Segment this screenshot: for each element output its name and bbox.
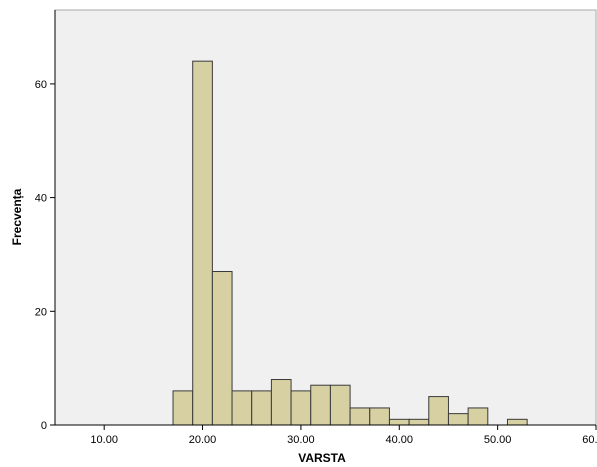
histogram-bar xyxy=(192,60,213,426)
histogram-bar xyxy=(467,407,489,426)
histogram-bar xyxy=(349,407,371,426)
histogram-bar xyxy=(172,390,194,426)
x-axis-title: VARSTA xyxy=(298,451,346,465)
histogram-bar xyxy=(290,390,312,426)
x-tick-label: 50.00 xyxy=(484,434,512,446)
plot-area xyxy=(54,9,597,426)
bars-group xyxy=(172,60,528,426)
histogram-bar xyxy=(369,407,390,426)
y-tick-label: 40 xyxy=(35,193,47,205)
histogram-bar xyxy=(506,418,528,426)
histogram-bar xyxy=(310,384,331,426)
x-tick-label: 20.00 xyxy=(189,434,217,446)
x-tick-label: 10.00 xyxy=(90,434,118,446)
histogram-bar xyxy=(447,413,469,426)
y-tick-label: 0 xyxy=(41,420,47,432)
histogram-bar xyxy=(428,396,449,426)
x-tick-label: 30.00 xyxy=(287,434,315,446)
y-tick-label: 60 xyxy=(35,79,47,91)
histogram-bar xyxy=(231,390,253,426)
histogram-bar xyxy=(329,384,351,426)
histogram-bar xyxy=(251,390,272,426)
histogram-bar xyxy=(408,418,430,426)
histogram-bar xyxy=(388,418,410,426)
y-tick-label: 20 xyxy=(35,306,47,318)
x-tick-label: 60.00 xyxy=(582,434,597,446)
histogram-bar xyxy=(211,271,233,426)
y-axis-title: Frecvența xyxy=(10,188,24,245)
y-ticks-group: 0 20 40 60 xyxy=(35,79,55,432)
histogram-bar xyxy=(270,379,292,426)
x-ticks-group: 10.00 20.00 30.00 40.00 50.00 60.00 xyxy=(90,425,597,446)
x-tick-label: 40.00 xyxy=(386,434,414,446)
